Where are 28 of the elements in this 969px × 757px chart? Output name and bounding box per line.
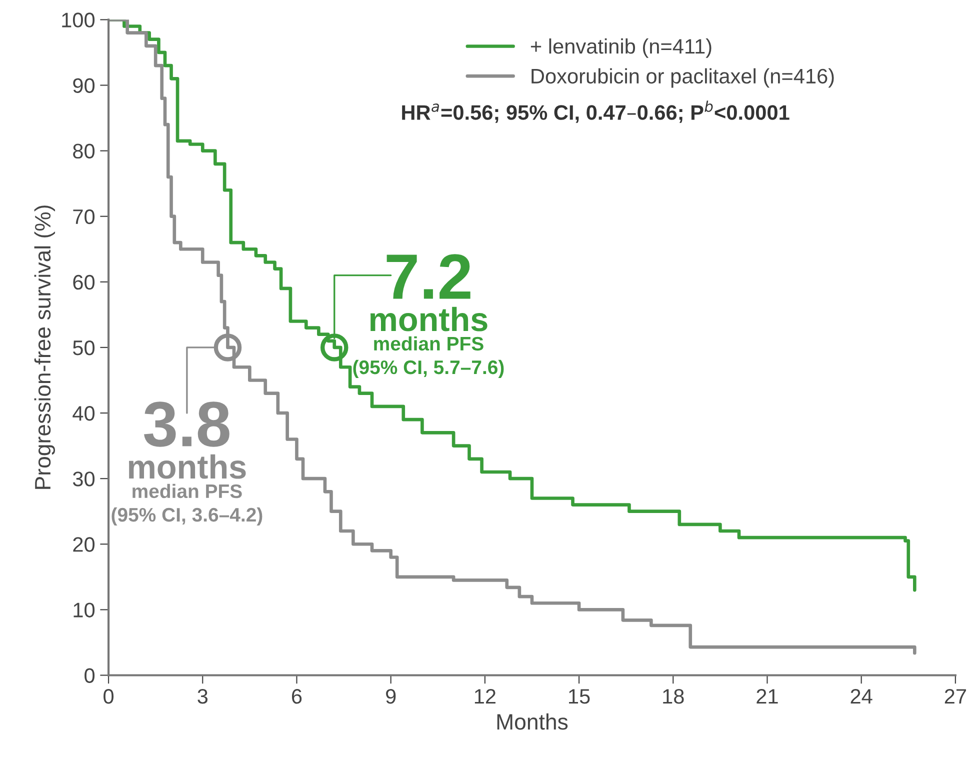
y-tick-label: 30 (72, 472, 95, 486)
x-tick-label: 24 (850, 688, 872, 704)
y-tick-label: 100 (62, 12, 95, 28)
y-tick-label: 10 (74, 602, 95, 618)
legend-label: + lenvatinib (n=411) (530, 38, 712, 58)
legend-label: Doxorubicin or paclitaxel (n=416) (532, 68, 834, 88)
x-tick-label: 0 (104, 688, 114, 704)
x-tick-label: 15 (569, 689, 590, 704)
y-tick-label: 50 (72, 340, 95, 356)
y-tick-label: 90 (73, 78, 95, 93)
x-tick-label: 9 (386, 688, 396, 704)
annotation: 3.8 months median PFS (95% CI, 3.6–4.2) (112, 402, 262, 526)
y-tick-label: 80 (73, 144, 95, 159)
y-axis-title: Progression-free survival (%) (34, 206, 56, 489)
x-axis-title: Months (497, 713, 568, 730)
x-tick-label: 27 (944, 688, 966, 704)
annotation: 7.2 months median PFS (95% CI, 5.7–7.6) (353, 254, 504, 378)
x-tick-label: 3 (198, 688, 208, 704)
y-tick-label: 0 (84, 668, 95, 683)
x-tick-label: 18 (663, 688, 684, 704)
x-tick-label: 21 (756, 688, 778, 704)
x-tick-label: 12 (474, 688, 496, 704)
x-tick-label: 6 (292, 688, 302, 704)
y-tick-label: 20 (73, 537, 95, 552)
y-tick-label: 40 (72, 406, 95, 421)
y-tick-label: 70 (73, 209, 95, 224)
y-tick-label: 60 (73, 274, 95, 290)
annotation: HR$^{a}$=0.56; 95% CI, 0.47–0.66; P$^{b}$<0.0001 (402, 100, 790, 123)
